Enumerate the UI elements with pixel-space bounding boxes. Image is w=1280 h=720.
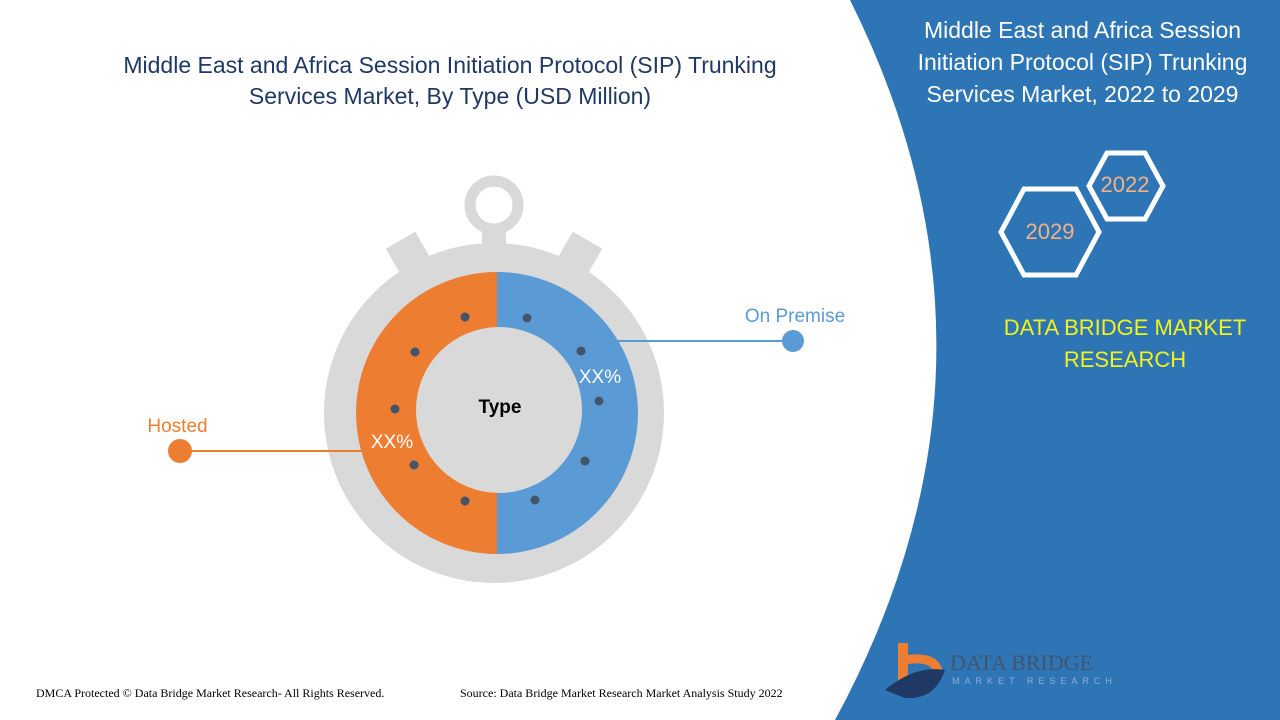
stopwatch-knob	[464, 175, 524, 235]
hosted-marker	[168, 439, 192, 463]
logo-icon	[885, 643, 945, 699]
data-label-on-premise: XX%	[578, 367, 622, 388]
legend-hosted: Hosted	[147, 416, 208, 437]
chart-title: Middle East and Africa Session Initiatio…	[123, 52, 777, 109]
hexagon-2022	[1086, 150, 1166, 222]
year-2029: 2029	[1025, 219, 1075, 244]
brand-text: DATA BRIDGE MARKET RESEARCH	[1003, 315, 1247, 372]
footer-source: Source: Data Bridge Market Research Mark…	[460, 686, 783, 700]
blue-panel	[835, 0, 1280, 720]
center-label: Type	[478, 397, 522, 418]
logo-sub: MARKET RESEARCH	[952, 676, 1117, 686]
legend-on-premise: On Premise	[744, 306, 846, 327]
dial-dots	[390, 312, 604, 506]
data-label-hosted: XX%	[370, 432, 414, 453]
side-title: Middle East and Africa Session Initiatio…	[917, 17, 1248, 107]
logo-name: DATA BRIDGE	[950, 650, 1094, 675]
footer-copyright: DMCA Protected © Data Bridge Market Rese…	[36, 686, 385, 700]
donut-center	[416, 327, 582, 493]
year-2022: 2022	[1100, 172, 1150, 197]
on-premise-marker	[782, 330, 804, 352]
hexagon-2029	[998, 186, 1102, 278]
